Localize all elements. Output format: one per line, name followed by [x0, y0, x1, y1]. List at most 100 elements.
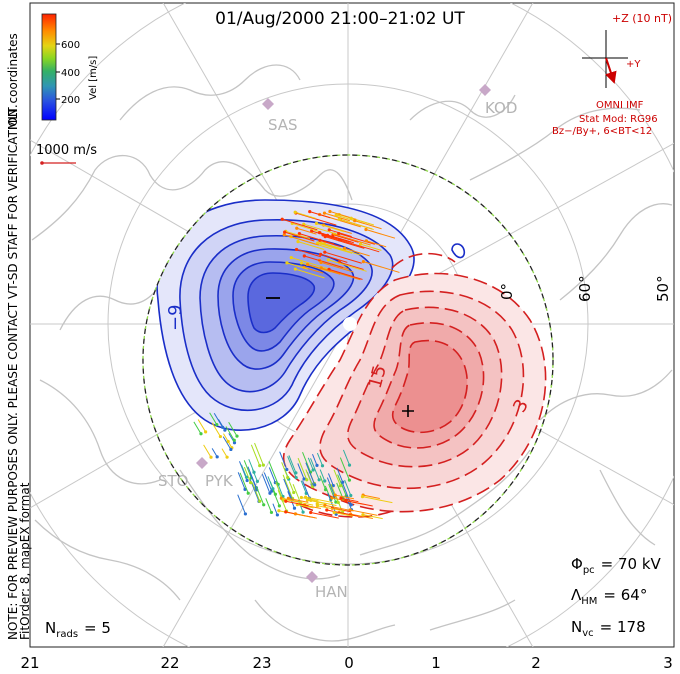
negative-potential-cell	[156, 199, 466, 431]
velocity-vector	[243, 466, 252, 483]
velocity-vector-origin	[334, 213, 338, 217]
velocity-vector-origin	[314, 221, 319, 225]
velocity-vector	[265, 498, 272, 513]
velocity-vector	[335, 494, 354, 500]
velocity-vector	[297, 504, 314, 509]
station-label-kod: KOD	[485, 99, 517, 117]
velocity-vector	[345, 500, 373, 507]
velocity-vector-origin	[294, 475, 298, 480]
contour-label-negative: −9	[165, 304, 186, 331]
velocity-vector-origin	[292, 490, 296, 495]
velocity-vector-origin	[302, 254, 306, 258]
heppner-maynard-boundary	[142, 154, 554, 566]
velocity-vector-origin	[284, 499, 288, 503]
velocity-vector	[319, 475, 327, 490]
velocity-vector-origin	[284, 510, 288, 514]
velocity-vector	[287, 456, 297, 478]
velocity-vector	[339, 239, 380, 253]
velocity-vector-origin	[333, 493, 337, 497]
velocity-vector-origin	[293, 512, 298, 516]
velocity-vector	[302, 451, 311, 473]
velocity-vector	[284, 231, 315, 242]
velocity-vector-origin	[215, 455, 219, 459]
velocity-vector-origin	[323, 503, 327, 507]
fit-statistics: Φpc = 70 kV ΛHM = 64° Nvc = 178 Nrads = 5	[45, 555, 662, 640]
coastlines	[31, 64, 673, 642]
station-label-pyk: PYK	[205, 472, 234, 490]
velocity-vector-origin	[326, 258, 330, 262]
velocity-vector	[363, 494, 380, 499]
velocity-vector-origin	[258, 499, 262, 503]
velocity-vector	[288, 497, 309, 503]
plot-frame	[29, 2, 675, 648]
velocity-vector	[193, 421, 202, 435]
vector-count: Nvc = 178	[571, 618, 646, 639]
velocity-vector	[211, 448, 218, 458]
velocity-vector	[281, 462, 289, 478]
velocity-vector	[247, 466, 257, 488]
velocity-vector-origin	[226, 439, 230, 444]
velocity-vector	[338, 233, 375, 245]
velocity-vector-origin	[249, 480, 253, 485]
velocity-vector	[272, 488, 280, 507]
velocity-vector-origin	[325, 233, 330, 237]
velocity-vector	[336, 467, 344, 483]
mlt-tick-3: 3	[663, 654, 673, 672]
velocity-vector-origin	[360, 495, 365, 499]
velocity-vector	[295, 212, 337, 226]
velocity-vector-origin	[358, 242, 363, 246]
velocity-vector	[329, 229, 352, 238]
velocity-vector	[282, 218, 318, 231]
velocity-vector-origin	[315, 463, 319, 467]
velocity-vector	[295, 211, 317, 219]
velocity-vector	[307, 457, 314, 471]
velocity-vector	[285, 230, 311, 240]
velocity-vector-origin	[361, 513, 365, 517]
velocity-vector	[324, 212, 350, 222]
map-title: 01/Aug/2000 21:00–21:02 UT	[215, 9, 465, 29]
velocity-vector-origin	[309, 510, 313, 515]
velocity-vector	[237, 494, 246, 515]
velocity-vector	[291, 257, 331, 270]
velocity-vector-origin	[282, 233, 286, 237]
velocity-vector-origin	[289, 255, 293, 260]
velocity-vector	[283, 478, 293, 501]
velocity-vector-origin	[295, 226, 299, 230]
velocity-vector	[363, 261, 400, 273]
velocity-vector	[328, 484, 337, 503]
velocity-vector	[305, 462, 316, 486]
velocity-vector-origin	[292, 506, 297, 510]
imf-vector	[605, 57, 617, 84]
velocity-vector-origin	[361, 260, 366, 264]
velocity-vector-origin	[341, 480, 345, 484]
velocity-vector	[332, 507, 351, 513]
velocity-vector-origin	[313, 483, 317, 487]
velocity-vector	[267, 476, 274, 489]
velocity-vector-origin	[337, 217, 341, 221]
imf-clock-dial: +Z (10 nT) +Y OMNI IMF Stat Mod: RG96 Bz…	[552, 12, 672, 137]
velocity-vectors	[193, 209, 400, 520]
velocity-vector	[334, 233, 371, 246]
velocity-vector	[344, 247, 370, 257]
velocity-vector-origin	[319, 260, 323, 264]
velocity-vector-origin	[338, 484, 343, 488]
velocity-vector	[319, 469, 326, 482]
velocity-vector	[345, 495, 352, 510]
velocity-vector	[320, 253, 348, 263]
velocity-vector-origin	[232, 438, 236, 442]
velocity-vector-origin	[293, 210, 297, 214]
velocity-vector	[327, 234, 350, 243]
velocity-vector-origin	[327, 228, 331, 232]
velocity-vector-origin	[243, 487, 247, 491]
velocity-vector	[366, 240, 387, 248]
velocity-vector-origin	[280, 217, 284, 221]
velocity-vector	[299, 233, 335, 245]
velocity-vector	[283, 498, 314, 506]
mlt-tick-21: 21	[20, 654, 39, 672]
scale-vector: 1000 m/s	[36, 143, 97, 165]
coordinate-system-label: MLT coordinates	[6, 33, 20, 130]
velocity-vector-origin	[364, 239, 368, 243]
velocity-vector-origin	[262, 503, 266, 507]
velocity-vector-origin	[353, 219, 357, 223]
